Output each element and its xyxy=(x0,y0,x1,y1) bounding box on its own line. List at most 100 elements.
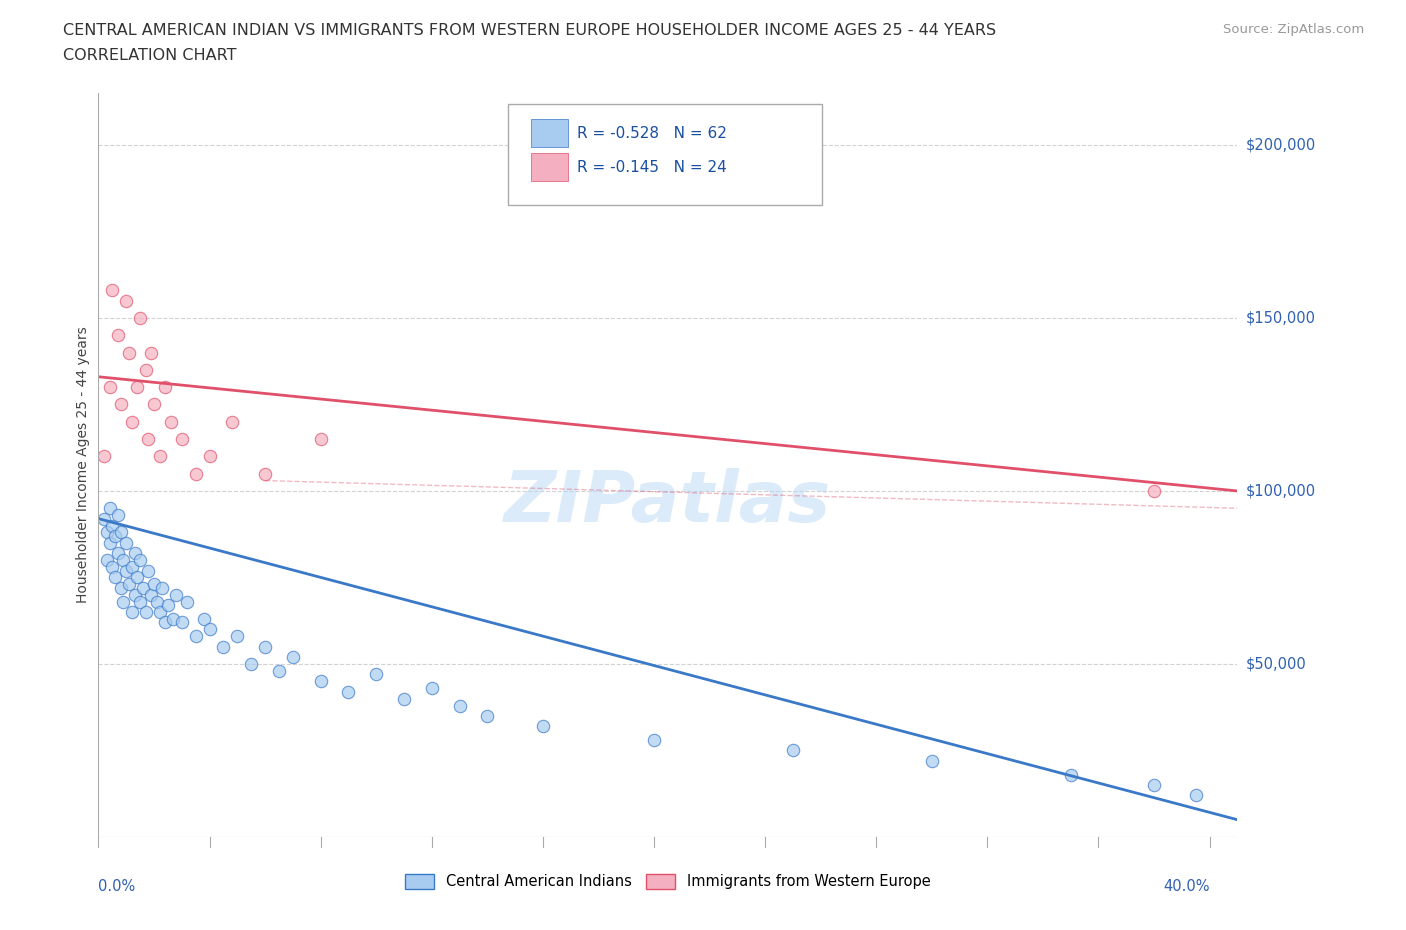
Point xyxy=(170,432,193,446)
Text: $100,000: $100,000 xyxy=(1246,484,1316,498)
Point xyxy=(96,525,118,540)
Point xyxy=(135,363,157,378)
Point xyxy=(153,379,176,394)
Point xyxy=(176,594,198,609)
Point xyxy=(98,536,121,551)
Point xyxy=(141,345,163,360)
Point xyxy=(98,501,121,516)
Point xyxy=(150,580,173,595)
Point xyxy=(449,698,471,713)
Point xyxy=(98,379,121,394)
Point xyxy=(1143,777,1166,792)
Point xyxy=(221,414,243,429)
Point xyxy=(104,528,127,543)
Point xyxy=(281,650,304,665)
Point xyxy=(127,379,149,394)
Point xyxy=(138,432,160,446)
Point xyxy=(118,345,141,360)
Point xyxy=(129,311,152,325)
Point xyxy=(143,397,166,412)
Text: ZIPatlas: ZIPatlas xyxy=(505,468,831,537)
Point xyxy=(156,598,179,613)
Point xyxy=(1143,484,1166,498)
Y-axis label: Householder Income Ages 25 - 44 years: Householder Income Ages 25 - 44 years xyxy=(76,326,90,604)
Point xyxy=(145,594,167,609)
Point xyxy=(107,546,129,561)
Legend: Central American Indians, Immigrants from Western Europe: Central American Indians, Immigrants fro… xyxy=(398,867,938,897)
Point xyxy=(118,577,141,591)
Text: Source: ZipAtlas.com: Source: ZipAtlas.com xyxy=(1223,23,1364,36)
Point xyxy=(643,733,665,748)
Point xyxy=(110,580,132,595)
Point xyxy=(477,709,499,724)
Point xyxy=(366,667,388,682)
Point xyxy=(107,327,129,342)
Point xyxy=(127,570,149,585)
Point xyxy=(101,560,124,575)
Point xyxy=(115,293,138,308)
Point xyxy=(212,639,235,654)
FancyBboxPatch shape xyxy=(531,153,568,180)
Point xyxy=(121,604,143,619)
Point xyxy=(132,580,155,595)
Point xyxy=(226,629,249,644)
Point xyxy=(309,432,332,446)
Point xyxy=(115,536,138,551)
Point xyxy=(184,629,207,644)
Point xyxy=(420,681,443,696)
Point xyxy=(93,449,115,464)
Point xyxy=(112,594,135,609)
Point xyxy=(129,552,152,567)
Text: 0.0%: 0.0% xyxy=(98,879,135,894)
Point xyxy=(165,588,187,603)
Point xyxy=(159,414,181,429)
Point xyxy=(148,449,170,464)
FancyBboxPatch shape xyxy=(531,119,568,147)
Point xyxy=(96,552,118,567)
Point xyxy=(531,719,554,734)
Point xyxy=(141,588,163,603)
Point xyxy=(198,449,221,464)
Point xyxy=(129,594,152,609)
Point xyxy=(101,283,124,298)
Text: 40.0%: 40.0% xyxy=(1163,879,1209,894)
FancyBboxPatch shape xyxy=(509,104,821,205)
Point xyxy=(143,577,166,591)
Text: $50,000: $50,000 xyxy=(1246,657,1306,671)
Point xyxy=(162,612,184,627)
Point xyxy=(240,657,263,671)
Point xyxy=(121,414,143,429)
Text: CORRELATION CHART: CORRELATION CHART xyxy=(63,48,236,63)
Point xyxy=(267,663,290,678)
Point xyxy=(93,512,115,526)
Text: $150,000: $150,000 xyxy=(1246,311,1316,325)
Point xyxy=(1184,788,1206,803)
Point xyxy=(309,674,332,689)
Point xyxy=(124,546,146,561)
Point xyxy=(337,684,360,699)
Point xyxy=(121,560,143,575)
Point xyxy=(110,397,132,412)
Point xyxy=(170,615,193,630)
Point xyxy=(198,622,221,637)
Point xyxy=(254,639,277,654)
Point xyxy=(148,604,170,619)
Point xyxy=(135,604,157,619)
Point xyxy=(101,518,124,533)
Point xyxy=(138,563,160,578)
Point xyxy=(254,466,277,481)
Point xyxy=(124,588,146,603)
Point xyxy=(104,570,127,585)
Point xyxy=(112,552,135,567)
Text: $200,000: $200,000 xyxy=(1246,138,1316,153)
Text: R = -0.528   N = 62: R = -0.528 N = 62 xyxy=(576,126,727,141)
Text: CENTRAL AMERICAN INDIAN VS IMMIGRANTS FROM WESTERN EUROPE HOUSEHOLDER INCOME AGE: CENTRAL AMERICAN INDIAN VS IMMIGRANTS FR… xyxy=(63,23,997,38)
Point xyxy=(115,563,138,578)
Point xyxy=(107,508,129,523)
Point xyxy=(184,466,207,481)
Text: R = -0.145   N = 24: R = -0.145 N = 24 xyxy=(576,160,727,175)
Point xyxy=(153,615,176,630)
Point xyxy=(392,691,415,706)
Point xyxy=(110,525,132,540)
Point xyxy=(782,743,804,758)
